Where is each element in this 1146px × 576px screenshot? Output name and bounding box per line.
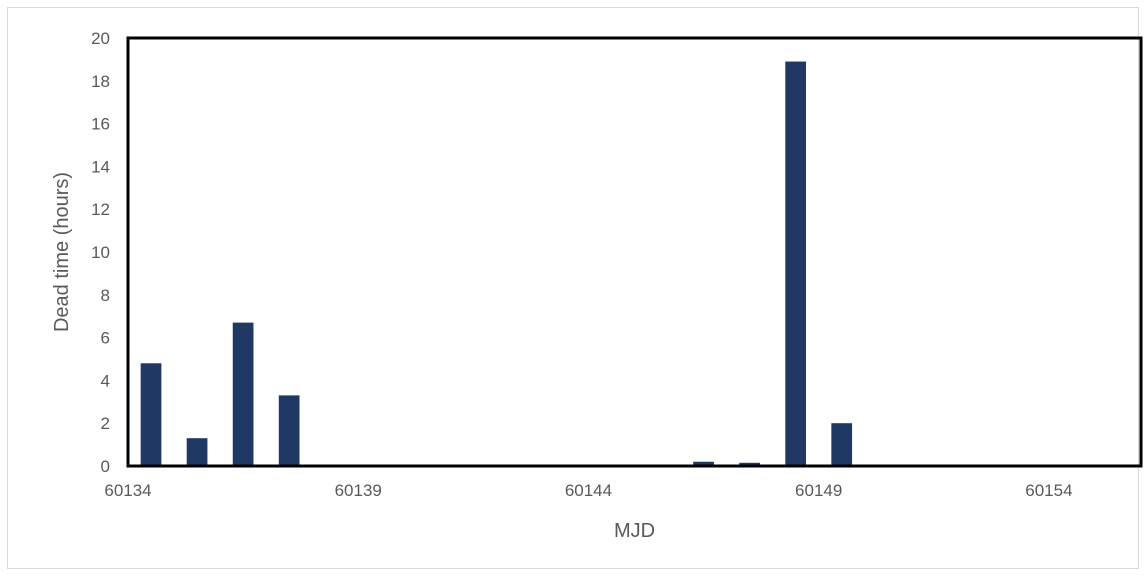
bar-60146.5 [693,461,714,466]
x-tick-label: 60149 [795,481,842,500]
x-tick-label: 60134 [104,481,151,500]
x-tick-label: 60154 [1025,481,1072,500]
bar-60148.5 [785,61,807,466]
y-tick-label: 12 [91,200,110,219]
bar-60136.5 [232,322,254,466]
bar-60134.5 [140,363,162,466]
plot-area-border [126,36,1143,468]
x-axis-ticks: 60134 60139 60144 60149 60154 [104,481,1072,500]
bar-60147.5 [739,462,760,466]
y-tick-label: 20 [91,29,110,48]
y-tick-label: 6 [101,329,110,348]
y-tick-label: 2 [101,414,110,433]
bar-60149.5 [831,423,853,466]
bar-60135.5 [186,438,208,466]
y-axis-ticks: 0 2 4 6 8 10 12 14 16 18 20 [91,29,110,476]
y-tick-label: 16 [91,115,110,134]
y-tick-label: 0 [101,457,110,476]
y-tick-label: 4 [101,371,110,390]
y-tick-label: 14 [91,157,110,176]
x-tick-label: 60144 [565,481,612,500]
y-tick-label: 10 [91,243,110,262]
y-tick-label: 8 [101,286,110,305]
y-axis-title: Dead time (hours) [51,172,73,332]
x-axis-title: MJD [614,520,655,542]
bars-layer [140,61,853,466]
y-tick-label: 18 [91,72,110,91]
chart-frame [7,7,1139,569]
bar-60137.5 [278,395,300,466]
x-tick-label: 60139 [335,481,382,500]
